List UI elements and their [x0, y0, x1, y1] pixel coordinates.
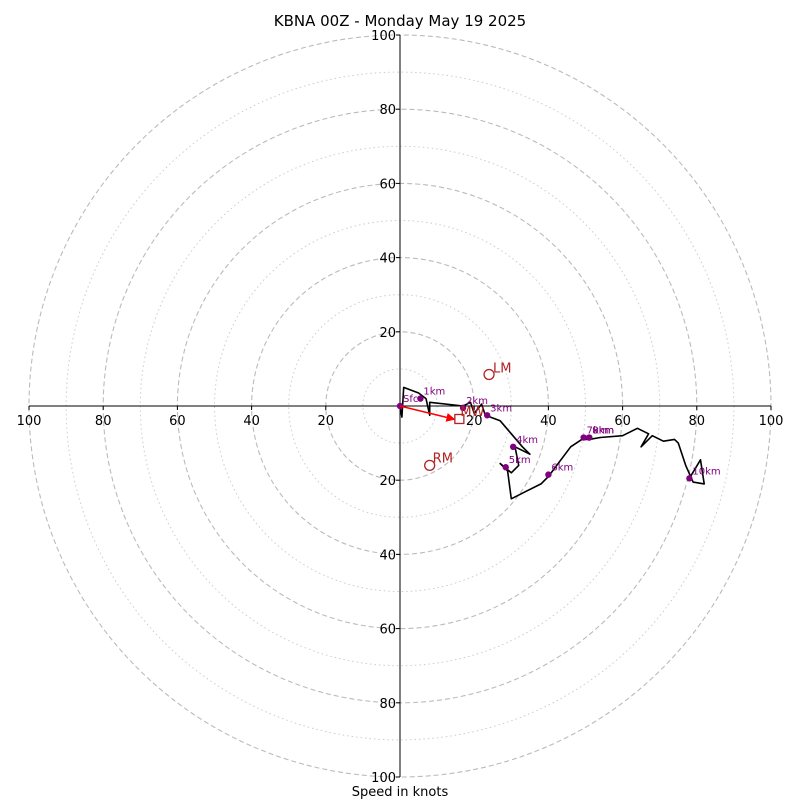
height-marker-label-5: 5km: [509, 455, 531, 466]
height-marker-label-10: 10km: [692, 466, 720, 477]
hodograph-line: [399, 386, 706, 500]
mean-wind-marker: [454, 413, 465, 425]
height-marker-label-9: 9km: [592, 426, 614, 437]
tick-label-up-40: 40: [379, 252, 396, 267]
tick-label-left-40: 40: [243, 414, 260, 429]
height-marker-label-8: 8km: [592, 426, 614, 437]
axis-tick-labels: 20 20 20 20 40 40 40 40 60 60 60 60 80 80 80 80 100 100 10…: [17, 29, 784, 786]
mean-wind-arrow: [399, 405, 456, 422]
right-mover-label: RM: [433, 451, 453, 466]
height-marker-dot-2: [459, 404, 467, 412]
chart-title: KBNA 00Z - Monday May 19 2025: [274, 12, 526, 30]
height-marker-dot-5: [502, 464, 509, 471]
height-marker-dot-1: [417, 395, 424, 402]
tick-label-right-60: 60: [614, 414, 631, 429]
mean-wind-label: MW: [460, 405, 484, 420]
height-marker-label-6: 6km: [551, 463, 573, 474]
height-marker-label-7: 7km: [587, 426, 609, 437]
tick-label-left-20: 20: [318, 414, 335, 429]
height-marker-label-4: 4km: [516, 435, 538, 446]
hodograph-trace: [399, 386, 706, 500]
tick-label-left-100: 100: [17, 414, 42, 429]
tick-label-down-40: 40: [379, 548, 396, 563]
tick-label-down-100: 100: [371, 771, 396, 786]
height-marker-dot-6: [545, 471, 552, 478]
height-marker-dot-9: [586, 434, 593, 441]
height-marker-label-0: Sfc: [403, 394, 418, 405]
tick-label-right-40: 40: [540, 414, 557, 429]
height-marker-dot-10: [686, 475, 693, 482]
tick-label-down-20: 20: [379, 474, 396, 489]
right-mover-marker: [424, 459, 436, 472]
height-marker-dot-7: [580, 434, 587, 441]
tick-label-down-60: 60: [379, 623, 396, 638]
tick-label-left-60: 60: [169, 414, 186, 429]
left-mover-marker: [483, 368, 495, 381]
tick-label-up-60: 60: [379, 177, 396, 192]
storm-motion: MW LM RM: [399, 361, 512, 472]
tick-label-right-20: 20: [466, 414, 483, 429]
tick-label-right-80: 80: [689, 414, 706, 429]
tick-label-up-80: 80: [379, 103, 396, 118]
height-marker-label-3: 3km: [490, 403, 512, 414]
left-mover-label: LM: [493, 361, 511, 376]
height-marker-label-2: 2km: [466, 396, 488, 407]
height-marker-label-1: 1km: [423, 387, 445, 398]
tick-label-right-100: 100: [759, 414, 784, 429]
tick-label-up-100: 100: [371, 29, 396, 44]
height-marker-dot-3: [483, 412, 491, 419]
tick-label-left-80: 80: [95, 414, 112, 429]
x-axis-label: Speed in knots: [352, 785, 449, 800]
height-marker-dot-4: [509, 443, 517, 451]
tick-label-up-20: 20: [379, 326, 396, 341]
tick-label-down-80: 80: [379, 697, 396, 712]
